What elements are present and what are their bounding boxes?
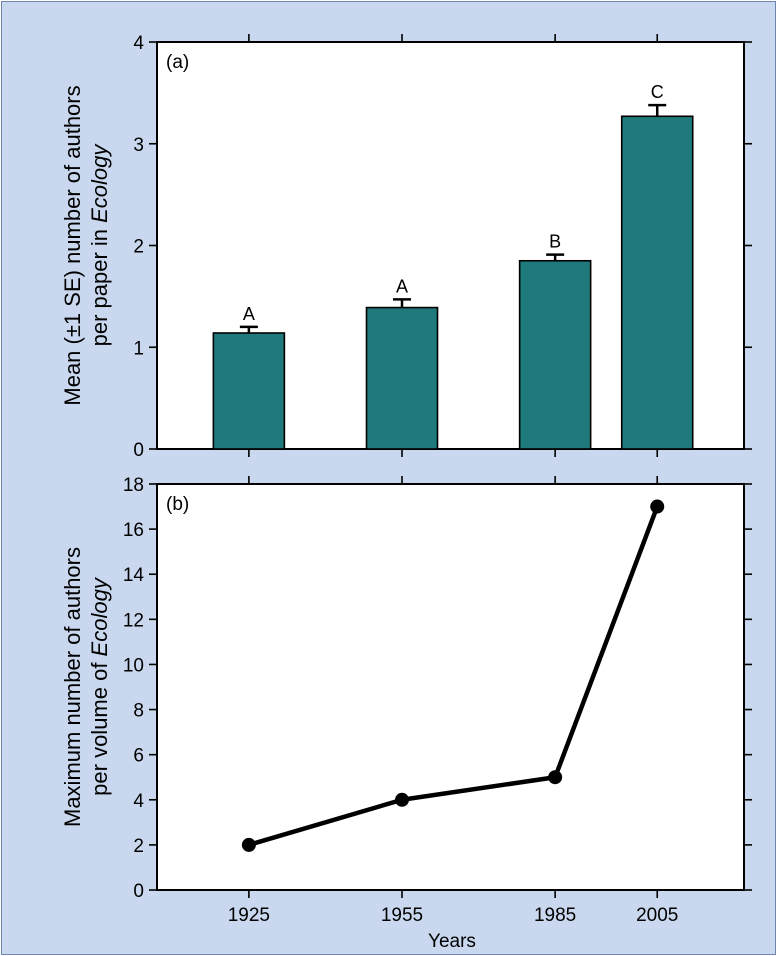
bar xyxy=(518,259,592,450)
x-tick-label: 1955 xyxy=(381,905,423,926)
y-tick-label: 2 xyxy=(133,237,144,258)
plot-frame xyxy=(156,483,745,891)
y-axis-title-line1: Maximum number of authors xyxy=(60,547,85,827)
y-tick-label: 12 xyxy=(123,610,144,631)
significance-letter: A xyxy=(396,276,408,296)
y-tick-label: 0 xyxy=(133,881,144,902)
y-tick-label: 4 xyxy=(133,33,144,54)
panel-b-line-chart: 0 2 4 6 8 10 12 14 16 18 1925 1955 1985 2005 (b) Maximu… xyxy=(60,475,752,926)
data-point xyxy=(395,792,410,807)
significance-letter: C xyxy=(651,82,664,102)
y-axis-title: Mean (±1 SE) number of authorsper paper … xyxy=(60,85,112,405)
x-axis-title: Years xyxy=(428,931,476,952)
y-tick-label: 16 xyxy=(123,520,144,541)
y-axis-title-line2: per volume of xyxy=(87,656,112,795)
significance-letter: B xyxy=(549,232,561,252)
panel-label: (a) xyxy=(166,52,189,73)
y-axis-title-line1: Mean (±1 SE) number of authors xyxy=(60,85,85,405)
y-tick-label: 3 xyxy=(133,135,144,156)
y-axis-title: Maximum number of authorsper volume of E… xyxy=(60,547,112,827)
y-tick-label: 6 xyxy=(133,746,144,767)
y-axis-title-italic: Ecology xyxy=(87,143,112,223)
data-point xyxy=(650,499,665,514)
plot-area xyxy=(157,484,744,890)
x-tick-label: 1925 xyxy=(228,905,270,926)
series-line xyxy=(248,505,660,848)
y-tick-label: 0 xyxy=(133,440,144,461)
significance-letter: A xyxy=(243,304,255,324)
data-point xyxy=(241,837,256,852)
y-tick-label: 2 xyxy=(133,836,144,857)
bar xyxy=(620,115,694,450)
panel-a-bar-chart: 0 1 2 3 4 (a) Mean (±1 SE) number of authorspe… xyxy=(60,33,752,461)
y-tick-label: 4 xyxy=(133,791,144,812)
data-point xyxy=(548,770,563,785)
x-tick-label: 1985 xyxy=(534,905,576,926)
y-axis-title-italic: Ecology xyxy=(87,576,112,656)
y-axis-title-line2: per paper in xyxy=(87,223,112,347)
y-tick-label: 18 xyxy=(123,475,144,496)
y-tick-label: 14 xyxy=(123,565,145,586)
y-tick-label: 10 xyxy=(123,655,144,676)
panel-label: (b) xyxy=(166,494,189,515)
bar xyxy=(212,332,286,450)
bar xyxy=(365,306,439,450)
y-tick-label: 8 xyxy=(133,701,144,722)
y-tick-label: 1 xyxy=(133,338,144,359)
x-tick-label: 2005 xyxy=(636,905,678,926)
